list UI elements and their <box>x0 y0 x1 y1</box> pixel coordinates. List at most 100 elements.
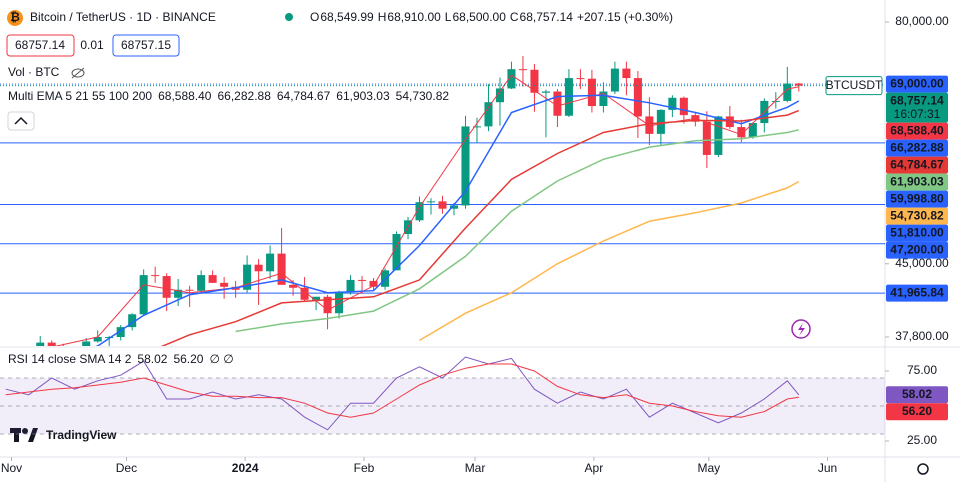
legend-text: 58.02 <box>137 352 167 366</box>
legend-text: Bitcoin / TetherUS · 1D · BINANCE <box>30 10 216 24</box>
price-badge-text: 58.02 <box>902 387 932 401</box>
candle-body <box>484 102 493 127</box>
price-badge <box>886 92 948 123</box>
symbol-tag <box>825 76 883 96</box>
collapse-arrow <box>14 116 28 125</box>
legend-text: H <box>378 10 387 24</box>
sell-button[interactable] <box>6 34 75 57</box>
settings-icon[interactable] <box>917 463 929 475</box>
volume-label: Vol · BTC <box>8 65 60 79</box>
brand: TradingView <box>46 428 117 442</box>
price-badge-text: 61,903.03 <box>890 174 944 188</box>
y-tick-label: 80,000.00 <box>895 14 949 28</box>
candle-body <box>323 296 332 314</box>
candle-body <box>335 291 344 314</box>
legend-text: 68,588.40 <box>158 89 212 103</box>
alert-bolt <box>798 323 805 336</box>
candle-body <box>47 342 56 346</box>
price-badge <box>886 224 948 242</box>
candle-body <box>128 314 137 328</box>
x-tick-label: Feb <box>354 461 375 475</box>
price-badge <box>886 403 948 421</box>
candle-body <box>220 282 229 287</box>
candle-body <box>771 100 780 102</box>
candle-body <box>197 275 206 291</box>
candle-body <box>358 279 367 281</box>
ema-line <box>419 180 800 342</box>
legend-text: 56.20 <box>173 352 203 366</box>
symbol-tag-text: BTCUSDT <box>826 78 883 92</box>
price-badge <box>886 173 948 191</box>
candle-body <box>243 264 252 290</box>
price-badge <box>886 386 948 404</box>
legend-text: C <box>510 10 519 24</box>
price-pane <box>0 55 885 374</box>
price-badge-text: 54,730.82 <box>890 208 944 222</box>
price-badge-text: 41,965.84 <box>890 285 944 299</box>
price-badge-text: 56.20 <box>902 404 932 418</box>
candle-body <box>139 275 148 315</box>
candle-body <box>461 126 470 206</box>
price-badge-text: 68,588.40 <box>890 123 944 137</box>
buy-button[interactable] <box>112 34 180 57</box>
candle-body <box>25 369 33 370</box>
legend-text: 64,784.67 <box>277 89 331 103</box>
candle-body <box>668 97 677 110</box>
y-tick-label: 45,000.00 <box>895 256 949 270</box>
candle-body <box>794 83 803 86</box>
legend-text: RSI 14 close SMA 14 2 <box>8 352 132 366</box>
candle-body <box>587 78 596 107</box>
candle-body <box>541 91 550 93</box>
candle-body <box>656 109 665 134</box>
candle-body <box>438 201 447 209</box>
candle-body <box>495 88 504 103</box>
legend-text: 68,757.14 <box>520 10 574 24</box>
rsi-line <box>5 363 799 418</box>
x-tick-label: May <box>697 461 720 475</box>
candle-body <box>93 337 102 342</box>
legend-text: 61,903.03 <box>336 89 390 103</box>
candle-body <box>151 275 160 277</box>
candle-body <box>714 116 723 155</box>
price-badge <box>886 122 948 140</box>
ema-line <box>54 74 799 346</box>
candle-body <box>277 253 286 285</box>
candle-body <box>783 83 792 101</box>
candle-body <box>392 234 401 271</box>
x-tick-label: Apr <box>585 461 604 475</box>
candle-body <box>748 123 757 138</box>
candle-body <box>346 279 355 292</box>
legend-text: 68,500.00 <box>452 10 506 24</box>
y-tick-label: 75.00 <box>907 363 937 377</box>
candle-body <box>679 97 688 116</box>
price-badge-text: 64,784.67 <box>890 157 944 171</box>
candle-body <box>622 68 631 79</box>
legend-text: +207.15 (+0.30%) <box>577 10 673 24</box>
legend-text: 68,910.00 <box>387 10 441 24</box>
candle-body <box>162 276 171 298</box>
candle-body <box>737 127 746 138</box>
candle-body <box>82 341 91 346</box>
x-tick-label: Dec <box>116 461 137 475</box>
ema-line <box>95 94 800 346</box>
candle-body <box>289 284 298 288</box>
candle-body <box>13 369 21 374</box>
logo-mark <box>10 428 38 442</box>
collapse-button[interactable] <box>7 111 35 131</box>
price-badge <box>886 284 948 302</box>
price-badge-text: 69,000.00 <box>890 76 944 90</box>
ema-line <box>160 109 800 346</box>
eye-icon[interactable] <box>71 67 85 79</box>
candle-body <box>507 69 516 89</box>
legend-text: Multi EMA 5 21 55 100 200 <box>8 89 152 103</box>
candle-body <box>312 296 321 300</box>
x-tick-label: Nov <box>1 461 22 475</box>
legend-text: O <box>310 10 319 24</box>
price-badge-text: 59,998.80 <box>890 191 944 205</box>
price-badge <box>886 139 948 157</box>
candle-body <box>576 78 585 80</box>
price-badge-text: 51,810.00 <box>890 225 944 239</box>
legend-text: ∅ ∅ <box>209 352 233 366</box>
candle-body <box>116 327 125 338</box>
